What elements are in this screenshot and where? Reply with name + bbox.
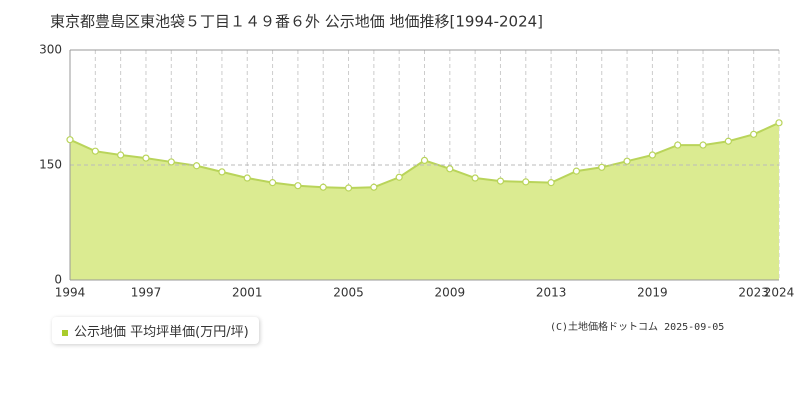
x-tick-label: 2001 bbox=[232, 286, 263, 300]
x-tick-label: 1997 bbox=[131, 286, 162, 300]
x-tick-label: 2024 bbox=[764, 286, 795, 300]
x-tick-label: 2005 bbox=[333, 286, 364, 300]
point bbox=[699, 141, 707, 149]
x-tick-label: 2023 bbox=[738, 286, 769, 300]
point bbox=[268, 179, 277, 187]
x-tick-label: 2009 bbox=[435, 286, 466, 300]
y-tick-label: 300 bbox=[39, 43, 62, 57]
point bbox=[91, 147, 99, 155]
point bbox=[294, 182, 302, 190]
area bbox=[70, 122, 779, 280]
point bbox=[547, 179, 555, 187]
point bbox=[598, 163, 606, 171]
x-tick-label: 2013 bbox=[536, 286, 567, 300]
point bbox=[572, 167, 581, 175]
point bbox=[370, 183, 378, 191]
point bbox=[750, 130, 758, 138]
point bbox=[496, 177, 505, 185]
point bbox=[344, 184, 353, 192]
point bbox=[674, 141, 682, 149]
x-tick-label: 2019 bbox=[637, 286, 668, 300]
copyright: (C)土地価格ドットコム 2025-09-05 bbox=[550, 322, 725, 333]
y-tick-label: 0 bbox=[54, 273, 62, 287]
point bbox=[775, 119, 783, 127]
point bbox=[724, 137, 732, 145]
point bbox=[167, 158, 175, 166]
point bbox=[395, 173, 403, 181]
point bbox=[648, 151, 656, 159]
legend-swatch bbox=[62, 329, 68, 336]
point bbox=[193, 162, 201, 170]
point bbox=[446, 165, 454, 173]
point bbox=[117, 151, 125, 159]
x-tick-label: 1994 bbox=[55, 286, 86, 300]
point bbox=[522, 178, 530, 186]
point bbox=[66, 136, 74, 144]
point bbox=[623, 157, 631, 165]
legend: 公示地価 平均坪単価(万円/坪) bbox=[52, 317, 259, 344]
point bbox=[319, 183, 327, 191]
point bbox=[142, 154, 150, 162]
point bbox=[420, 156, 429, 164]
legend-label: 公示地価 平均坪単価(万円/坪) bbox=[74, 325, 249, 340]
point bbox=[471, 174, 479, 182]
point bbox=[243, 174, 251, 182]
y-tick-label: 150 bbox=[39, 158, 62, 172]
chart-title: 東京都豊島区東池袋５丁目１４９番６外 公示地価 地価推移[1994-2024] bbox=[50, 13, 543, 31]
point bbox=[218, 168, 226, 176]
